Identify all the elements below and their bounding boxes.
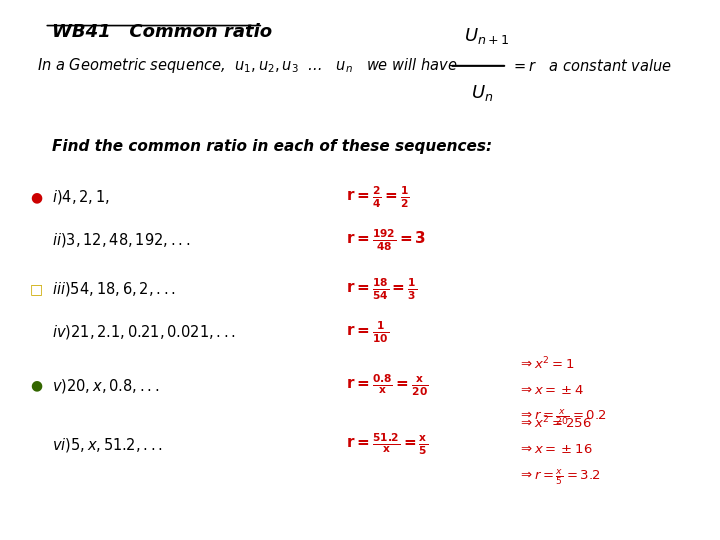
Text: $iii)   54,   18,   6,   2,   ...$: $iii) 54, 18, 6, 2, ...$: [52, 280, 176, 298]
Text: $\mathbf{r = \frac{51.2}{x} = \frac{x}{5}}$: $\mathbf{r = \frac{51.2}{x} = \frac{x}{5…: [346, 432, 428, 457]
Text: ●: ●: [30, 191, 42, 205]
Text: $ii)   3,   12,   48,   192,...$: $ii) 3, 12, 48, 192,...$: [52, 232, 190, 249]
Text: $\Rightarrow r = \frac{x}{20} = 0.2$: $\Rightarrow r = \frac{x}{20} = 0.2$: [518, 408, 606, 428]
Text: $\Rightarrow x = \pm 4$: $\Rightarrow x = \pm 4$: [518, 384, 584, 397]
Text: $\mathbf{r = \frac{0.8}{x} = \frac{x}{20}}$: $\mathbf{r = \frac{0.8}{x} = \frac{x}{20…: [346, 373, 428, 399]
Text: $i)   4,   2,   1,$: $i) 4, 2, 1,$: [52, 188, 109, 206]
Text: $\Rightarrow x^2 = 1$: $\Rightarrow x^2 = 1$: [518, 356, 575, 372]
Text: $\Rightarrow x = \pm 16$: $\Rightarrow x = \pm 16$: [518, 443, 593, 456]
Text: $v)   20,   x,   0.8,   ...$: $v) 20, x, 0.8, ...$: [52, 376, 158, 395]
Text: $\mathbf{r = \frac{192}{48} = 3}$: $\mathbf{r = \frac{192}{48} = 3}$: [346, 228, 426, 253]
Text: $U_{n+1}$: $U_{n+1}$: [464, 26, 510, 46]
Text: $\mathbf{r = \frac{2}{4} = \frac{1}{2}}$: $\mathbf{r = \frac{2}{4} = \frac{1}{2}}$: [346, 185, 410, 210]
Text: $\mathbf{r = \frac{1}{10}}$: $\mathbf{r = \frac{1}{10}}$: [346, 319, 389, 345]
Text: $\mathbf{r = \frac{18}{54} = \frac{1}{3}}$: $\mathbf{r = \frac{18}{54} = \frac{1}{3}…: [346, 276, 417, 301]
Text: $vi)   5,   x,   51.2,   ...$: $vi) 5, x, 51.2, ...$: [52, 436, 163, 454]
Text: In a Geometric sequence,  $u_1, u_2, u_3$  …   $u_n$   we will have: In a Geometric sequence, $u_1, u_2, u_3$…: [37, 56, 458, 76]
Text: Find the common ratio in each of these sequences:: Find the common ratio in each of these s…: [52, 139, 492, 154]
Text: $\Rightarrow r = \frac{x}{5} = 3.2$: $\Rightarrow r = \frac{x}{5} = 3.2$: [518, 467, 600, 487]
Text: $= r$   a constant value: $= r$ a constant value: [510, 58, 672, 74]
Text: $U_n$: $U_n$: [471, 83, 493, 103]
Text: WB41   Common ratio: WB41 Common ratio: [52, 23, 271, 41]
Text: $\Rightarrow x^2 = 256$: $\Rightarrow x^2 = 256$: [518, 415, 591, 431]
Text: $iv)   21,   2.1,   0.21,   0.021,   ...$: $iv) 21, 2.1, 0.21, 0.021, ...$: [52, 323, 235, 341]
Text: ●: ●: [30, 379, 42, 393]
Text: □: □: [30, 282, 43, 296]
